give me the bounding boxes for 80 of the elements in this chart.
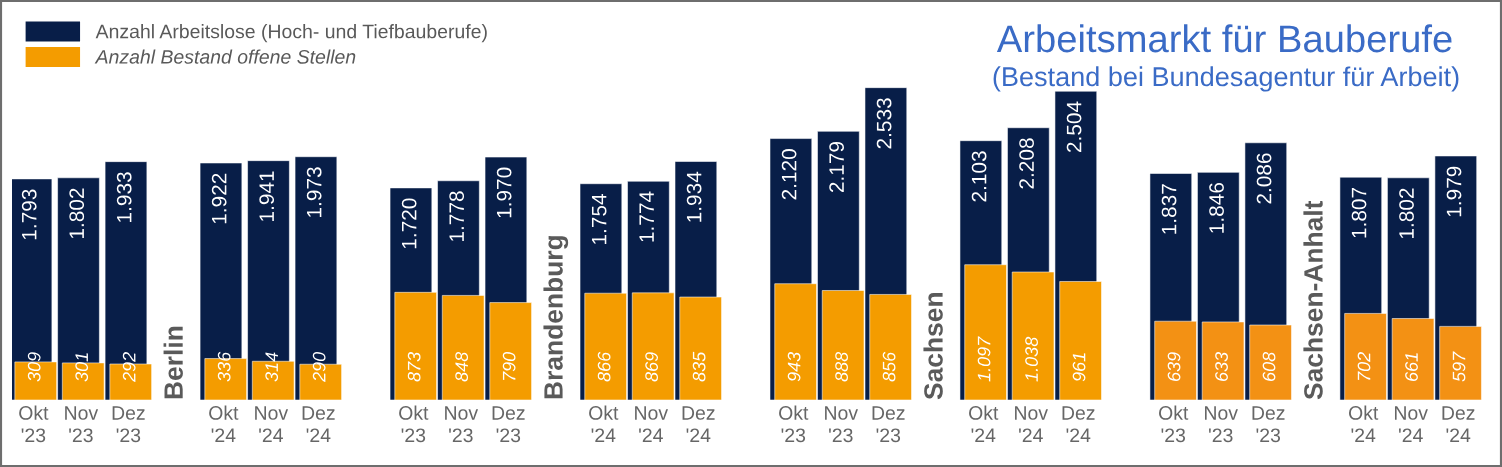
data-label: 848 — [455, 351, 469, 382]
data-label: 2.103 — [971, 151, 987, 202]
x-tick-label: Okt '24 — [1348, 405, 1379, 442]
data-label: 1.807 — [1351, 187, 1367, 238]
data-label: 1.038 — [1025, 336, 1038, 382]
x-tick-label: Dez '23 — [112, 406, 145, 443]
x-tick-label: Okt '24 — [589, 405, 619, 442]
x-tick-label: Nov '23 — [445, 406, 479, 443]
x-tick-label: Dez '23 — [492, 406, 525, 443]
x-tick-label: Dez '24 — [1442, 406, 1475, 442]
annotation: Sachsen — [923, 293, 943, 400]
data-label: 1.979 — [1446, 166, 1462, 217]
x-tick-label: Nov '24 — [1015, 406, 1048, 442]
x-tick-label: Nov '23 — [65, 406, 99, 443]
data-label: 2.533 — [876, 98, 892, 149]
data-label: 1.097 — [977, 336, 991, 382]
x-tick-label: Nov '23 — [1205, 406, 1238, 443]
data-label: 702 — [1357, 352, 1371, 381]
annotation: Sachsen-Anhalt — [1303, 200, 1323, 400]
legend-label: Anzahl Bestand offene Stellen — [94, 49, 356, 64]
data-label: 873 — [407, 351, 421, 382]
x-tick-label: Okt '23 — [779, 405, 809, 443]
data-label: 2.179 — [829, 142, 844, 193]
x-tick-label: Nov '23 — [825, 406, 858, 443]
data-label: 1.922 — [211, 173, 227, 224]
data-label: 661 — [1405, 353, 1418, 381]
x-tick-label: Dez '24 — [1062, 406, 1095, 442]
x-tick-label: Dez '23 — [1252, 406, 1285, 443]
data-label: 597 — [1452, 351, 1466, 382]
data-label: 2.208 — [1019, 138, 1034, 189]
data-label: 301 — [75, 353, 89, 382]
data-label: 888 — [835, 351, 848, 382]
data-label: 943 — [787, 351, 801, 382]
x-tick-label: Okt '23 — [399, 405, 429, 443]
x-tick-label: Okt '24 — [969, 405, 999, 442]
data-label: 1.802 — [69, 188, 85, 239]
data-label: 1.970 — [496, 167, 512, 218]
data-label: 1.846 — [1209, 183, 1224, 233]
data-label: 2.504 — [1066, 101, 1082, 153]
data-label: 290 — [312, 351, 326, 383]
chart-title: Arbeitsmarkt für Bauberufe — [996, 24, 1452, 53]
data-label: 2.086 — [1256, 153, 1272, 204]
data-label: 314 — [265, 352, 279, 382]
x-tick-label: Nov '24 — [255, 406, 289, 442]
x-tick-label: Okt '24 — [209, 405, 239, 442]
data-label: 1.778 — [449, 191, 465, 242]
chart-subtitle: (Bestand bei Bundesagentur für Arbeit) — [993, 66, 1459, 92]
data-label: 292 — [122, 352, 136, 383]
data-label: 1.973 — [306, 167, 322, 217]
data-label: 1.793 — [21, 189, 37, 240]
data-label: 790 — [502, 351, 516, 381]
x-tick-label: Okt '23 — [19, 405, 49, 443]
data-label: 336 — [217, 351, 231, 382]
data-label: 1.754 — [591, 194, 607, 244]
x-tick-label: Nov '24 — [635, 406, 669, 442]
data-label: 1.941 — [259, 171, 275, 221]
data-label: 1.933 — [116, 172, 132, 222]
x-tick-label: Okt '23 — [1159, 405, 1189, 443]
data-label: 1.720 — [401, 198, 417, 249]
data-label: 856 — [882, 351, 896, 382]
data-label: 309 — [27, 352, 41, 382]
data-label: 866 — [597, 351, 611, 382]
x-tick-label: Dez '24 — [302, 406, 335, 442]
data-label: 633 — [1215, 351, 1228, 381]
annotation: Berlin — [163, 326, 183, 399]
data-label: 2.120 — [781, 149, 797, 200]
legend-label: Anzahl Arbeitslose (Hoch- und Tiefbauberufe) — [95, 24, 487, 43]
data-label: 1.802 — [1399, 188, 1414, 239]
data-label: 1.837 — [1161, 184, 1177, 234]
data-label: 608 — [1262, 351, 1276, 381]
x-tick-label: Dez '24 — [682, 406, 715, 442]
x-tick-label: Dez '23 — [872, 406, 905, 443]
data-label: 961 — [1072, 353, 1086, 382]
data-label: 869 — [645, 352, 659, 382]
data-label: 1.934 — [686, 171, 702, 222]
data-label: 639 — [1167, 352, 1181, 381]
data-label: 835 — [692, 351, 706, 382]
annotation: Brandenburg — [543, 236, 569, 399]
x-tick-label: Nov '24 — [1394, 406, 1428, 442]
data-label: 1.774 — [639, 191, 654, 242]
